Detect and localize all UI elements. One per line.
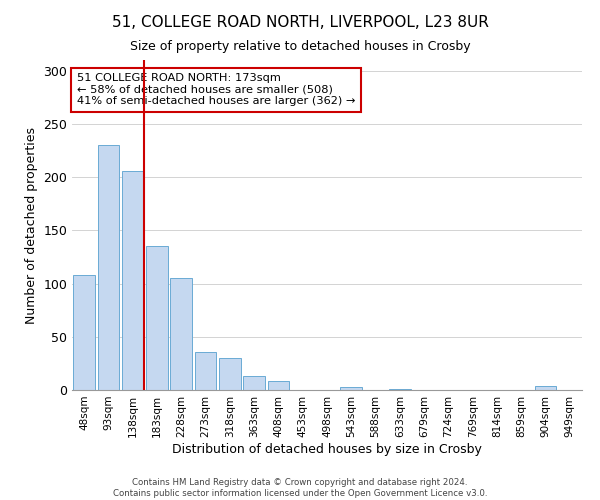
Text: Size of property relative to detached houses in Crosby: Size of property relative to detached ho… bbox=[130, 40, 470, 53]
Bar bbox=[122, 170, 143, 390]
Bar bbox=[170, 278, 192, 390]
Text: 51, COLLEGE ROAD NORTH, LIVERPOOL, L23 8UR: 51, COLLEGE ROAD NORTH, LIVERPOOL, L23 8… bbox=[112, 15, 488, 30]
Bar bbox=[146, 246, 168, 390]
Bar bbox=[268, 382, 289, 390]
Bar bbox=[389, 389, 411, 390]
X-axis label: Distribution of detached houses by size in Crosby: Distribution of detached houses by size … bbox=[172, 442, 482, 456]
Text: Contains HM Land Registry data © Crown copyright and database right 2024.
Contai: Contains HM Land Registry data © Crown c… bbox=[113, 478, 487, 498]
Text: 51 COLLEGE ROAD NORTH: 173sqm
← 58% of detached houses are smaller (508)
41% of : 51 COLLEGE ROAD NORTH: 173sqm ← 58% of d… bbox=[77, 73, 355, 106]
Bar bbox=[194, 352, 217, 390]
Bar bbox=[340, 387, 362, 390]
Bar bbox=[219, 358, 241, 390]
Bar bbox=[97, 145, 119, 390]
Bar bbox=[535, 386, 556, 390]
Y-axis label: Number of detached properties: Number of detached properties bbox=[25, 126, 38, 324]
Bar bbox=[243, 376, 265, 390]
Bar bbox=[73, 275, 95, 390]
